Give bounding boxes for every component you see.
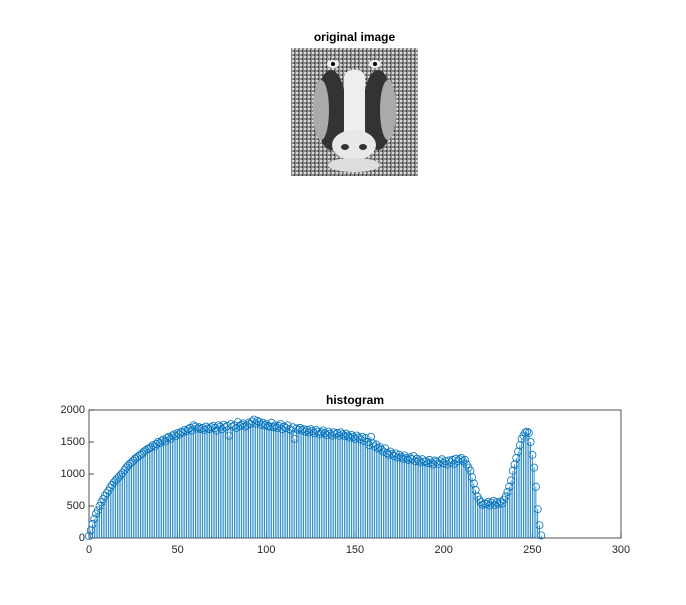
stem-marker	[533, 505, 542, 514]
stem-marker	[358, 432, 367, 441]
stem-marker	[530, 463, 539, 472]
stem-marker	[466, 466, 475, 475]
stem-marker	[366, 432, 375, 441]
y-tick-label: 500	[67, 500, 85, 512]
x-tick-label: 50	[172, 544, 184, 556]
x-tick-label: 0	[86, 544, 92, 556]
stem-marker	[359, 436, 368, 445]
y-tick-label: 0	[79, 532, 85, 544]
image-title: original image	[314, 30, 396, 44]
chart-title: histogram	[326, 393, 384, 407]
x-tick-label: 200	[434, 544, 452, 556]
stem-marker	[260, 421, 269, 430]
x-tick-label: 300	[612, 544, 630, 556]
stem-marker	[531, 482, 540, 491]
stem-marker	[271, 421, 280, 430]
image	[291, 48, 418, 176]
stem-marker	[184, 425, 193, 434]
stem-marker	[526, 437, 535, 446]
stem-marker	[163, 434, 172, 443]
stem-marker	[471, 485, 480, 494]
x-tick-label: 100	[257, 544, 275, 556]
y-tick-label: 1500	[61, 436, 85, 448]
stem-marker	[361, 434, 370, 443]
stem-marker	[269, 423, 278, 432]
x-tick-label: 150	[346, 544, 364, 556]
stem-marker	[469, 479, 478, 488]
stem-marker	[528, 450, 537, 459]
y-tick-label: 1000	[61, 468, 85, 480]
y-tick-label: 2000	[61, 404, 85, 416]
stem-marker	[249, 415, 258, 424]
stem-marker	[460, 455, 469, 464]
stem-marker	[523, 427, 532, 436]
stem-marker	[482, 500, 491, 509]
stem-marker	[452, 454, 461, 463]
stem-marker	[157, 436, 166, 445]
stem-marker	[468, 473, 477, 482]
stem-marker	[356, 435, 365, 444]
stem-marker	[524, 429, 533, 438]
stem-marker	[537, 531, 546, 540]
stem-marker	[535, 521, 544, 530]
x-tick-label: 250	[523, 544, 541, 556]
